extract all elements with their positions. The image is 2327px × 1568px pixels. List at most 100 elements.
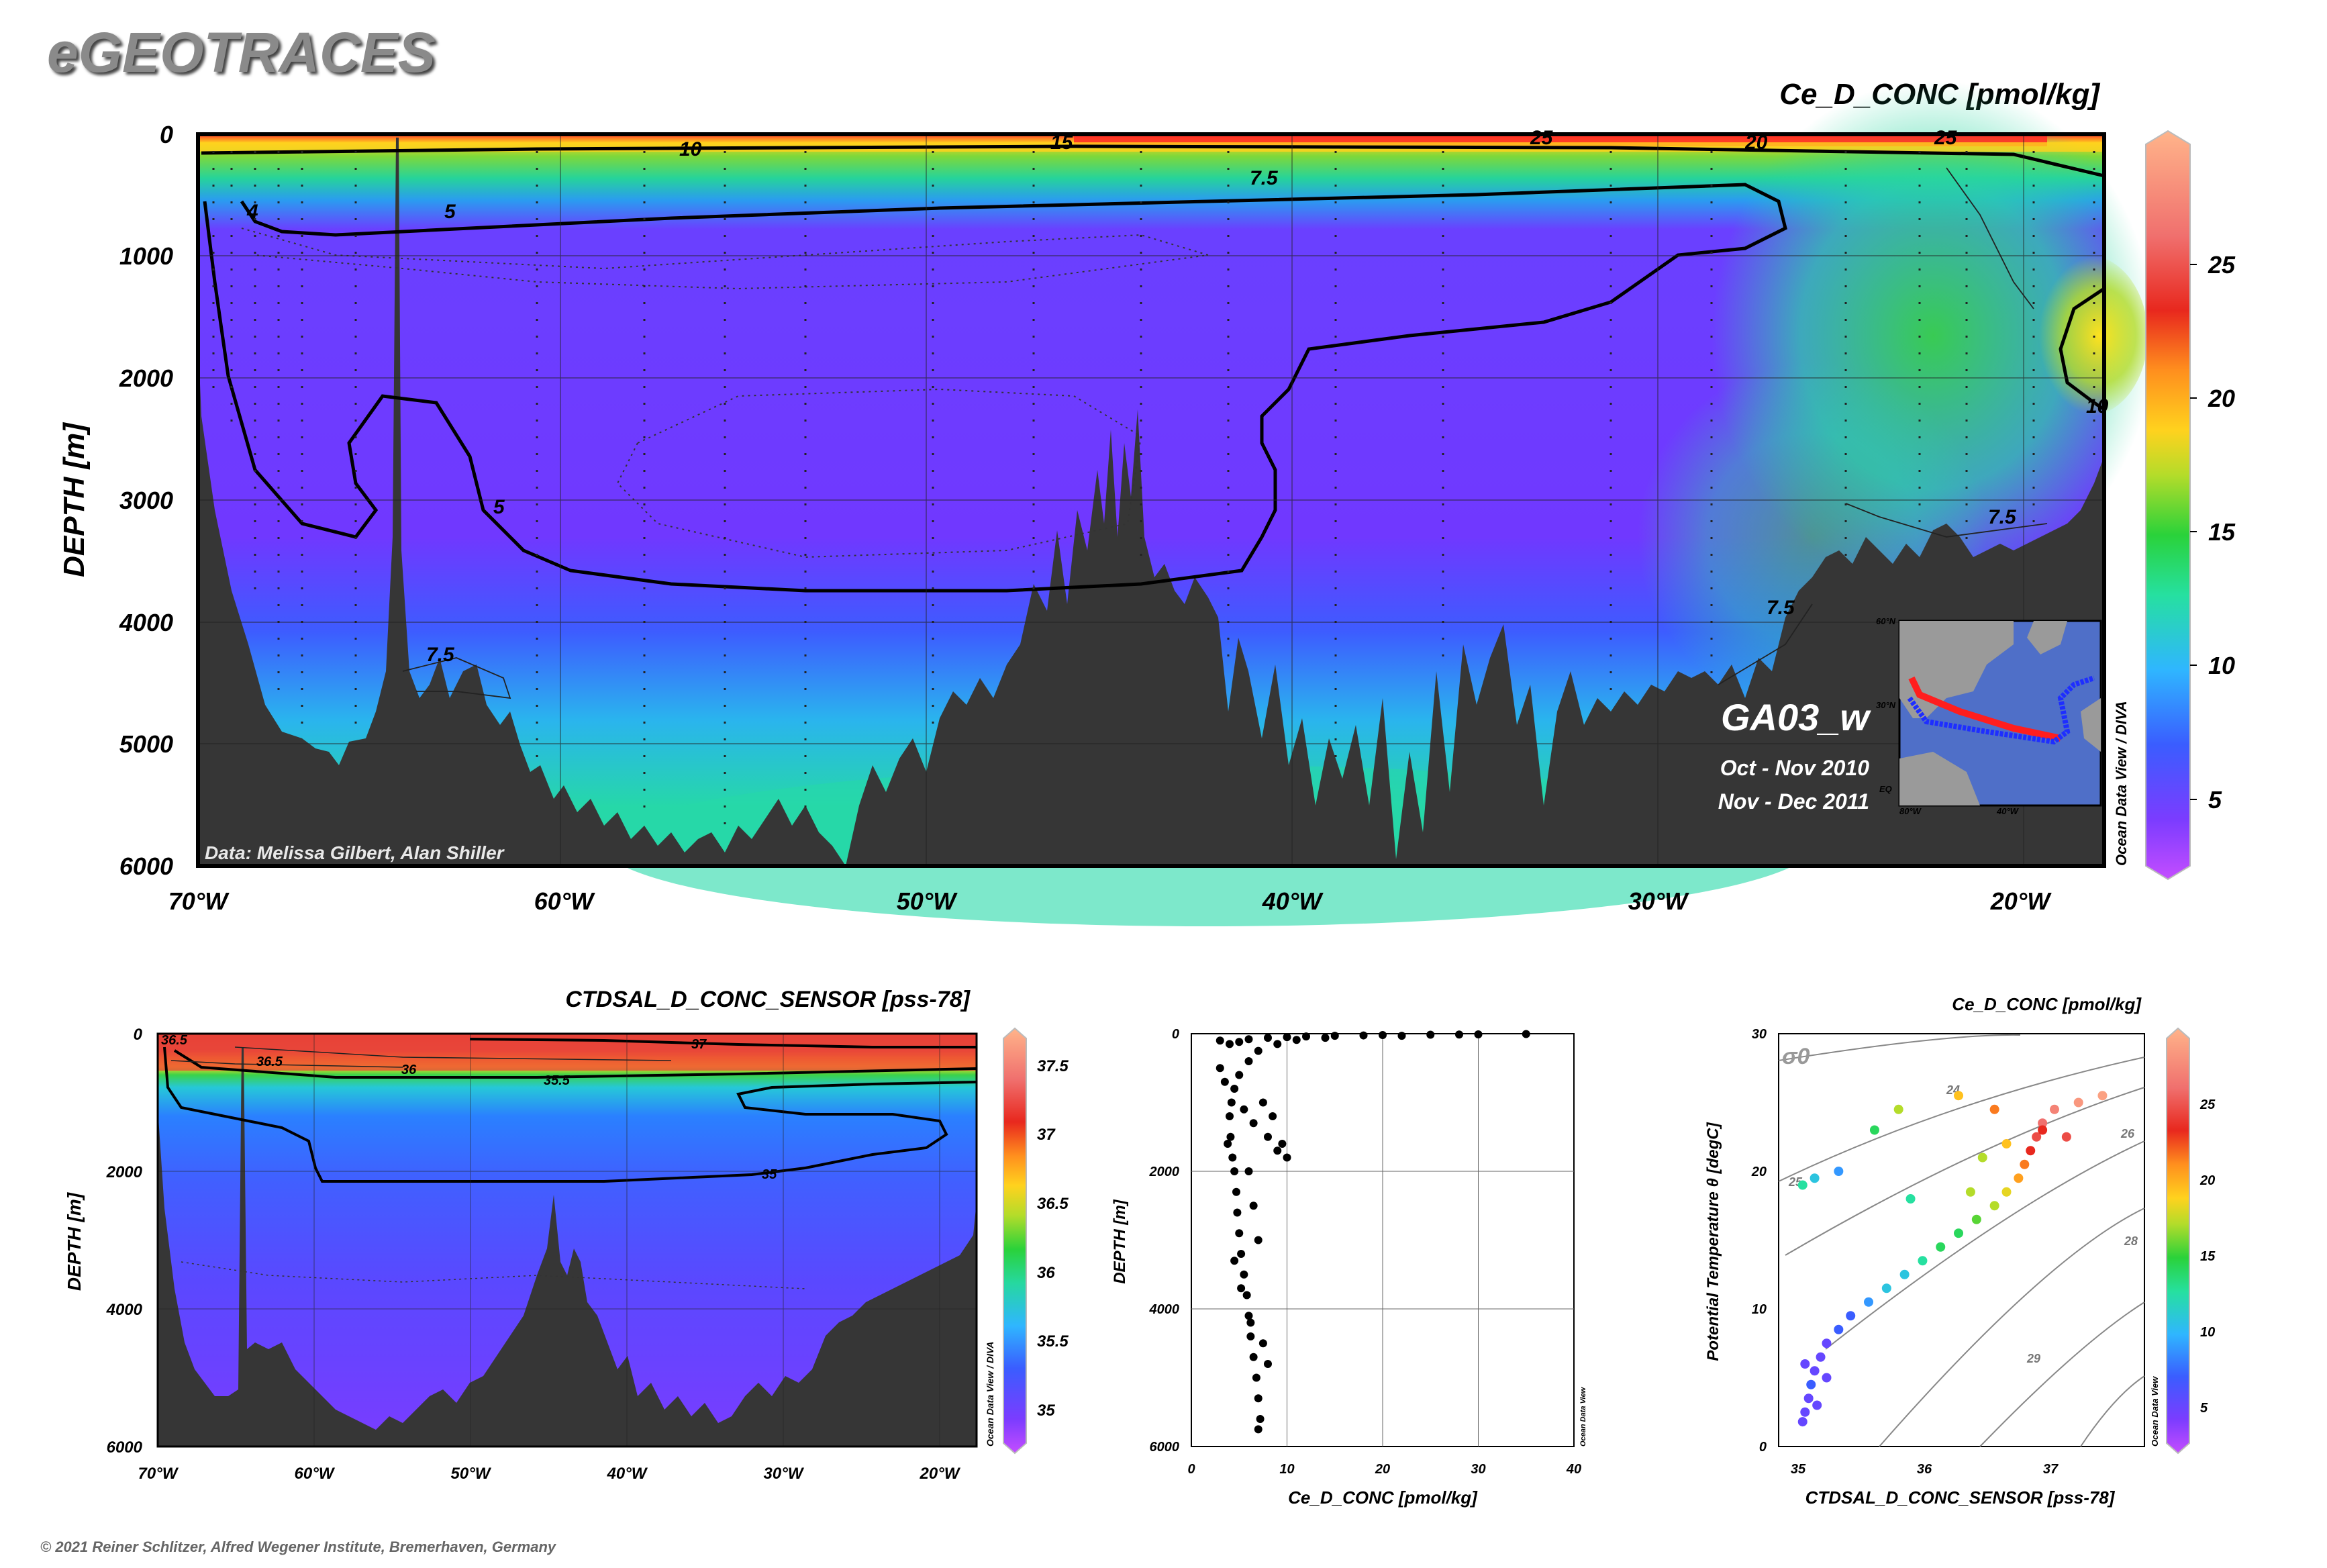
main-y-tick: 4000 xyxy=(119,609,173,636)
contour-label: 7.5 xyxy=(1988,506,2017,528)
profile-point xyxy=(1249,1353,1258,1361)
sal-x-tick: 20°W xyxy=(920,1465,961,1483)
salinity-y-ticks: 0 2000 4000 6000 xyxy=(106,1026,143,1457)
profile-plot: DEPTH [m] 0 2000 4000 6000 0 10 20 30 40… xyxy=(1111,1027,1587,1508)
ts-point xyxy=(1822,1373,1832,1383)
main-y-ticks: 0 1000 2000 3000 4000 5000 6000 xyxy=(119,121,173,880)
profile-point xyxy=(1242,1291,1251,1300)
profile-point xyxy=(1230,1167,1239,1175)
contour-label: 5 xyxy=(493,496,505,518)
salinity-section-plot: CTDSAL_D_CONC_SENSOR [pss-78] 35 35.5 3 xyxy=(64,987,1069,1483)
profile-x-tick: 20 xyxy=(1375,1462,1390,1477)
salinity-contours xyxy=(163,1038,977,1183)
profile-point xyxy=(1278,1140,1287,1148)
profile-point xyxy=(1258,1098,1267,1107)
sal-colorbar-tick: 37.5 xyxy=(1037,1057,1069,1075)
sal-contour-label: 36.5 xyxy=(256,1055,283,1069)
inset-map-land-greenland xyxy=(2027,621,2067,654)
ts-point xyxy=(1822,1338,1832,1349)
main-x-tick: 60°W xyxy=(534,887,595,915)
main-colorbar-tick: 20 xyxy=(2208,385,2235,412)
ts-point xyxy=(1816,1352,1826,1362)
sal-contour-label: 36 xyxy=(401,1063,417,1077)
main-y-tick: 5000 xyxy=(119,730,173,758)
main-colorbar-bar xyxy=(2145,130,2191,881)
sal-y-tick: 4000 xyxy=(106,1301,143,1319)
profile-point xyxy=(1240,1105,1248,1114)
profile-point xyxy=(1237,1250,1246,1258)
profile-y-tick: 4000 xyxy=(1149,1302,1180,1317)
main-east-yellow-blob xyxy=(2027,255,2148,416)
sal-colorbar-tick: 35.5 xyxy=(1037,1332,1069,1351)
ts-point xyxy=(1905,1194,1916,1204)
ts-colorbar-tick: 10 xyxy=(2200,1325,2215,1340)
ts-point xyxy=(1869,1125,1879,1135)
profile-point xyxy=(1246,1318,1255,1327)
ts-point xyxy=(1989,1201,1999,1211)
main-watermark: Ocean Data View / DIVA xyxy=(2113,701,2130,866)
ts-point xyxy=(1977,1153,1987,1163)
profile-point xyxy=(1249,1119,1258,1128)
ts-point xyxy=(1834,1324,1844,1334)
profile-point xyxy=(1330,1032,1339,1040)
profile-point xyxy=(1254,1394,1262,1403)
profile-y-tick: 2000 xyxy=(1149,1165,1180,1179)
main-plot-frame xyxy=(196,132,2106,868)
ts-point xyxy=(1803,1393,1814,1404)
main-x-ticks: 70°W 60°W 50°W 40°W 30°W 20°W xyxy=(168,887,2052,915)
main-colorbar-tick: 5 xyxy=(2208,786,2222,814)
ts-isopycnal-label: 29 xyxy=(2026,1352,2040,1365)
profile-watermark: Ocean Data View xyxy=(1579,1386,1587,1447)
profile-point xyxy=(1258,1339,1267,1348)
ts-ylabel: Potential Temperature θ [degC] xyxy=(1704,1122,1722,1361)
inset-lon-label: 80°W xyxy=(1899,806,1922,816)
profile-point xyxy=(1249,1202,1258,1210)
ts-x-ticks: 35 36 37 xyxy=(1791,1462,2059,1477)
profile-x-ticks: 0 10 20 30 40 xyxy=(1187,1462,1581,1477)
main-ylabel: DEPTH [m] xyxy=(58,422,91,577)
profile-point xyxy=(1226,1040,1234,1048)
inset-map-track-red xyxy=(1908,676,2062,742)
ts-point xyxy=(1971,1214,1981,1224)
main-thin-contours xyxy=(402,167,2048,699)
profile-point xyxy=(1254,1425,1262,1434)
profile-point xyxy=(1254,1046,1262,1055)
profile-grid xyxy=(1191,1034,1574,1447)
profile-point xyxy=(1246,1332,1255,1340)
profile-point xyxy=(1244,1057,1253,1065)
ts-plot: Ce_D_CONC [pmol/kg] 24 25 26 28 29 σ0 Po… xyxy=(1704,994,2216,1508)
ts-y-tick: 30 xyxy=(1752,1027,1767,1042)
main-x-tick: 70°W xyxy=(168,887,230,915)
sal-x-tick: 30°W xyxy=(764,1465,805,1483)
profile-point xyxy=(1232,1187,1240,1196)
inset-lon-label: 40°W xyxy=(1996,806,2020,816)
ts-point xyxy=(1864,1297,1874,1307)
contour-label: 4 xyxy=(246,201,258,223)
inset-map-land-south xyxy=(1899,752,1980,805)
ts-y-ticks: 0 10 20 30 xyxy=(1751,1027,1767,1455)
sal-x-tick: 50°W xyxy=(451,1465,492,1483)
ts-y-tick: 10 xyxy=(1752,1302,1767,1317)
salinity-plot-frame xyxy=(156,1032,978,1448)
profile-point xyxy=(1227,1098,1236,1107)
profile-point xyxy=(1283,1153,1291,1162)
sal-colorbar-tick: 36.5 xyxy=(1037,1195,1069,1213)
profile-x-tick: 0 xyxy=(1187,1462,1195,1477)
sal-x-tick: 60°W xyxy=(295,1465,336,1483)
contour-10-surface xyxy=(201,144,2105,178)
ts-isopycnal-label: 28 xyxy=(2124,1234,2138,1248)
profile-point xyxy=(1235,1229,1244,1238)
inset-map-land-north xyxy=(1899,621,2014,718)
main-station-dots xyxy=(212,134,2095,832)
profile-point xyxy=(1522,1030,1530,1038)
main-cruise-label: GA03_w xyxy=(1721,696,1871,738)
profile-point xyxy=(1216,1036,1224,1045)
ts-colorbar-bar xyxy=(2166,1027,2190,1455)
egeotraces-logo: eGEOTRACES xyxy=(47,21,436,84)
sal-contour-label: 35.5 xyxy=(544,1073,571,1088)
contour-label: 5 xyxy=(444,201,456,223)
profile-point xyxy=(1244,1312,1253,1320)
profile-point xyxy=(1264,1360,1272,1368)
ts-point xyxy=(1881,1283,1891,1293)
